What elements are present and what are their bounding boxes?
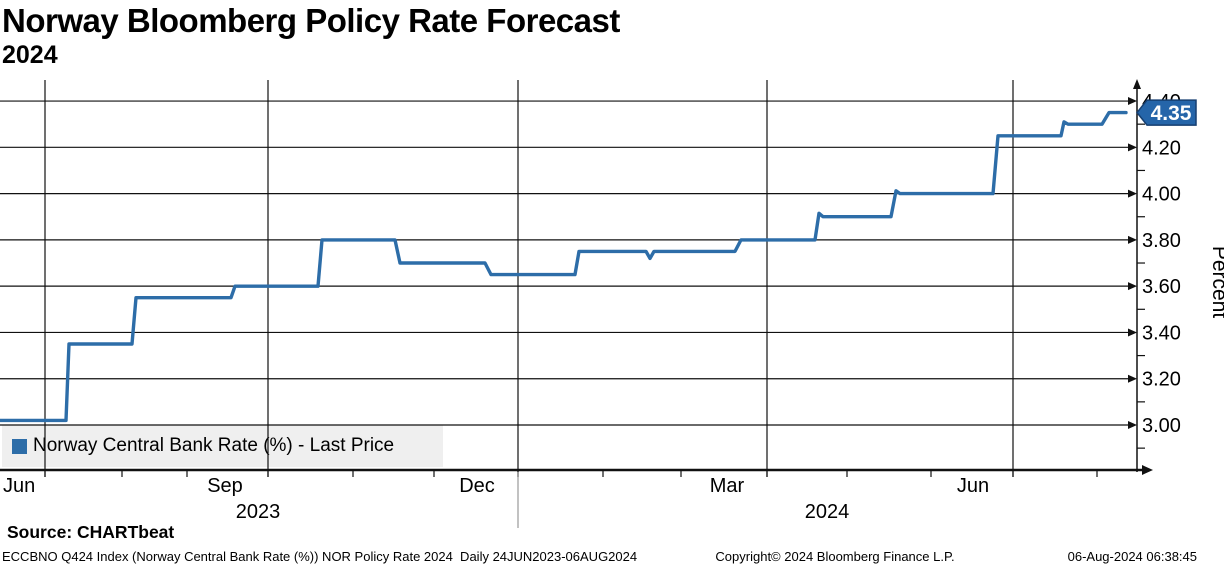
y-tick-arrow-icon bbox=[1128, 143, 1137, 152]
y-axis-tick-label: 3.00 bbox=[1142, 415, 1181, 437]
x-axis-month-label: Jun bbox=[3, 475, 35, 497]
y-tick-arrow-icon bbox=[1128, 421, 1137, 429]
legend: Norway Central Bank Rate (%) - Last Pric… bbox=[2, 425, 443, 467]
y-axis-tick-label: 4.20 bbox=[1142, 137, 1181, 159]
x-axis-month-label: Mar bbox=[710, 475, 745, 497]
y-tick-arrow-icon bbox=[1128, 97, 1137, 106]
y-axis-title: Percent bbox=[1208, 246, 1224, 319]
chart-subtitle: 2024 bbox=[2, 41, 58, 69]
rate-line-series bbox=[0, 110, 1128, 423]
y-axis-arrow-icon bbox=[1133, 79, 1141, 89]
y-tick-arrow-icon bbox=[1128, 328, 1137, 337]
y-tick-arrow-icon bbox=[1128, 189, 1137, 198]
y-tick-arrow-icon bbox=[1128, 282, 1137, 291]
footer-copyright: Copyright© 2024 Bloomberg Finance L.P. bbox=[715, 549, 955, 564]
x-axis-year-label: 2023 bbox=[236, 501, 281, 523]
x-axis-arrow-icon bbox=[1142, 465, 1153, 475]
source-line: Source: CHARTbeat bbox=[7, 522, 175, 542]
x-axis-year-label: 2024 bbox=[805, 501, 850, 523]
y-axis-tick-label: 3.80 bbox=[1142, 230, 1181, 252]
footer-timestamp: 06-Aug-2024 06:38:45 bbox=[1067, 549, 1197, 564]
y-axis-tick-label: 3.20 bbox=[1142, 369, 1181, 391]
x-axis-month-label: Jun bbox=[957, 475, 989, 497]
legend-series-swatch bbox=[12, 438, 27, 454]
x-axis-month-label: Sep bbox=[207, 475, 243, 497]
x-axis-month-label: Dec bbox=[459, 475, 495, 497]
y-axis-tick-label: 3.60 bbox=[1142, 276, 1181, 298]
y-axis-tick-label: 4.40 bbox=[1142, 91, 1181, 113]
y-tick-arrow-icon bbox=[1128, 374, 1137, 383]
legend-series-label: Norway Central Bank Rate (%) - Last Pric… bbox=[33, 435, 395, 456]
last-price-badge bbox=[1136, 99, 1197, 126]
y-axis-tick-label: 3.40 bbox=[1142, 322, 1181, 344]
last-price-badge-value: 4.35 bbox=[1151, 102, 1192, 125]
footer-security-description: ECCBNO Q424 Index (Norway Central Bank R… bbox=[2, 549, 638, 564]
chart-title: Norway Bloomberg Policy Rate Forecast bbox=[2, 2, 620, 39]
y-axis-tick-label: 4.00 bbox=[1142, 184, 1181, 206]
y-tick-arrow-icon bbox=[1128, 235, 1137, 244]
